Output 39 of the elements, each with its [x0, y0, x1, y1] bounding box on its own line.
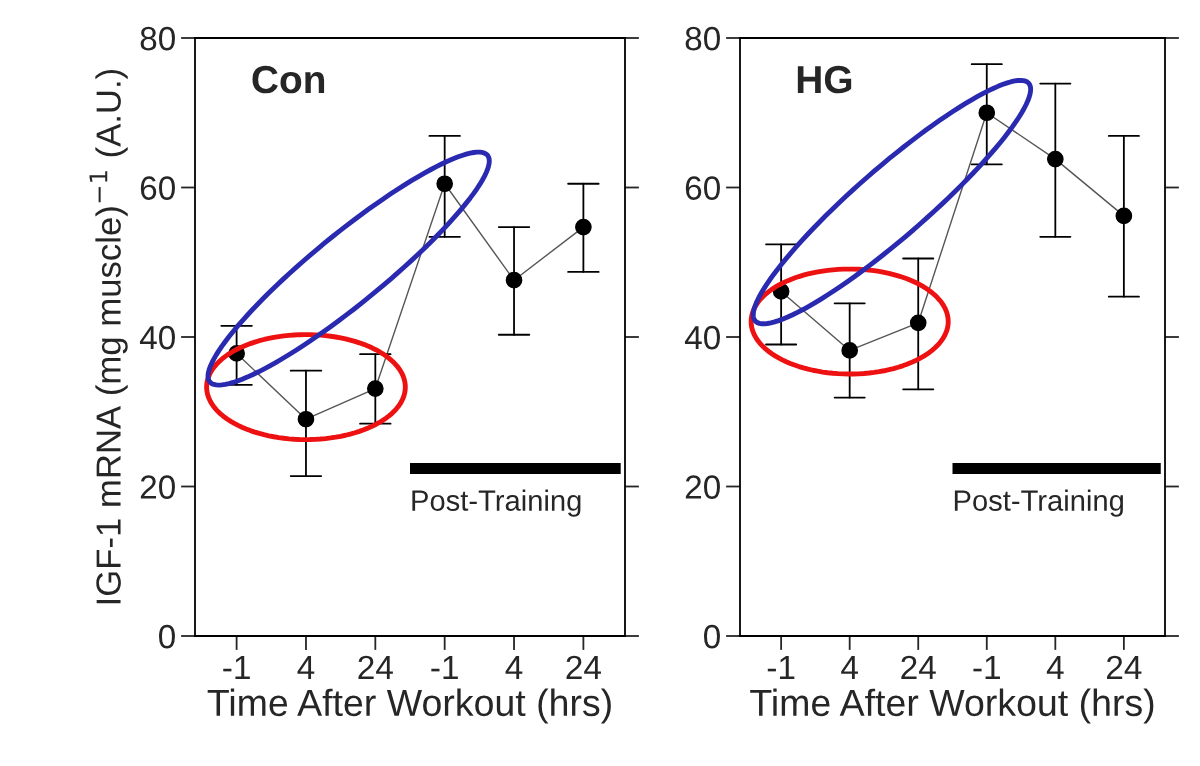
- text: HG: [797, 65, 852, 94]
- point: [436, 175, 454, 193]
- y-tick-label: 80: [140, 26, 175, 51]
- x-tick-label: -1: [973, 655, 1000, 679]
- x-tick-label: -1: [767, 655, 795, 679]
- x-tick-label: -1: [431, 655, 458, 679]
- y-tick-label: 0: [159, 624, 175, 649]
- annotation: Post-Training: [412, 489, 581, 517]
- y-tick-label: 40: [684, 325, 720, 350]
- x-tick-label: 4: [297, 655, 315, 679]
- y-tick-label: 60: [140, 176, 175, 200]
- text: Con: [252, 65, 325, 94]
- point: [1115, 207, 1133, 225]
- x-axis-title: Time After Workout (hrs): [207, 688, 611, 724]
- y-tick-label: 20: [685, 475, 720, 499]
- point: [978, 104, 996, 122]
- x-tick-label: 24: [566, 655, 601, 679]
- x-tick-label: 4: [505, 655, 523, 679]
- y-tick-label: 60: [685, 176, 720, 200]
- point: [909, 314, 927, 332]
- x-axis-title: Time After Workout (hrs): [750, 688, 1154, 724]
- x-tick-label: 24: [358, 655, 393, 679]
- point: [1046, 150, 1064, 168]
- y-axis-title: IGF-1 mRNA (mg muscle)$^{−1}$ (A.U.): [89, 69, 128, 604]
- x-tick-label: 24: [1107, 655, 1142, 679]
- x-tick-label: 4: [1046, 655, 1064, 679]
- point: [366, 380, 384, 397]
- point: [575, 218, 592, 236]
- point: [841, 342, 859, 359]
- point: [505, 271, 523, 289]
- annotation: Post-Training: [954, 489, 1123, 517]
- x-tick-label: 24: [901, 655, 936, 679]
- x-tick-label: -1: [223, 655, 250, 679]
- y-tick-label: 0: [704, 624, 720, 649]
- point: [297, 410, 315, 428]
- y-tick-label: 40: [139, 325, 175, 350]
- y-tick-label: 20: [140, 475, 175, 499]
- y-tick-label: 80: [685, 26, 720, 51]
- x-tick-label: 4: [841, 655, 858, 679]
